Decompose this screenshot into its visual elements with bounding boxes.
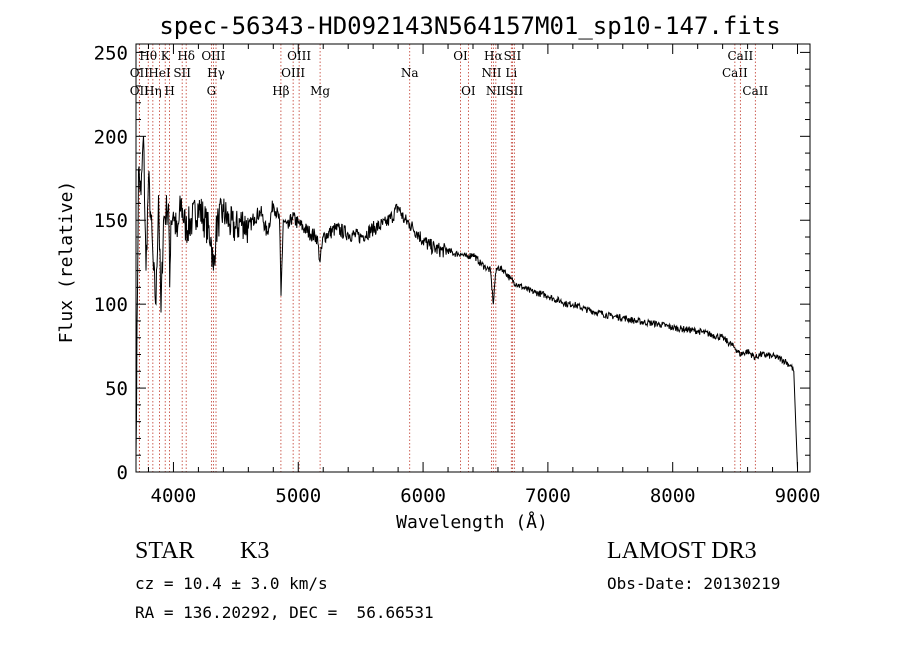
x-tick-label: 8000: [650, 485, 696, 507]
spectral-line-label: H: [164, 84, 174, 98]
obs-date: Obs-Date: 20130219: [607, 574, 781, 593]
spectral-line-label: OII: [130, 84, 150, 98]
spectral-line-label: CaII: [727, 49, 753, 63]
y-tick-label: 200: [94, 126, 128, 148]
spectral-line-label: OIII: [201, 49, 225, 63]
spectral-line-label: CaII: [742, 84, 768, 98]
y-axis-label: Flux (relative): [56, 181, 77, 344]
x-tick-label: 5000: [275, 485, 321, 507]
spectral-line-label: OI: [461, 84, 476, 98]
spectral-line-label: HeI: [148, 66, 171, 80]
axis-ticks: 4000 5000 6000 7000 8000 9000 0 50 100 150 200 250: [94, 42, 821, 507]
y-tick-label: 50: [105, 378, 128, 400]
y-tick-label: 250: [94, 42, 128, 64]
spectral-line-label: OI: [453, 49, 468, 63]
spectral-line-label: SII: [505, 84, 523, 98]
spectral-line-label: NII: [486, 84, 506, 98]
object-class: STAR: [135, 538, 195, 564]
chart-title: spec-56343-HD092143N564157M01_sp10-147.f…: [159, 12, 780, 40]
spectral-line-label: OIII: [281, 66, 305, 80]
spectral-line-label: Hδ: [177, 49, 195, 63]
plot-frame: [135, 43, 811, 473]
x-tick-label: 7000: [525, 485, 571, 507]
spectral-line-label: K: [161, 49, 171, 63]
spectral-line-label: Hη: [144, 84, 162, 98]
redshift-text: cz = 10.4 ± 3.0 km/s: [135, 574, 328, 593]
spectral-line-label: G: [207, 84, 217, 98]
spectral-line-label: NII: [481, 66, 501, 80]
spectral-line-label: Hγ: [207, 66, 225, 80]
spectral-line-label: Hβ: [272, 84, 289, 98]
survey-name: LAMOST DR3: [607, 538, 757, 564]
spectral-line-label: Li: [505, 66, 517, 80]
x-tick-label: 9000: [775, 485, 821, 507]
spectral-line-label: Hθ: [139, 49, 157, 63]
spectral-line-label: OIII: [287, 49, 311, 63]
y-tick-label: 150: [94, 210, 128, 232]
spectral-line-label: SII: [173, 66, 191, 80]
x-tick-label: 6000: [400, 485, 446, 507]
y-tick-label: 0: [117, 462, 128, 484]
spectral-line-label: Mg: [310, 84, 330, 98]
spectral-line-label: Na: [401, 66, 419, 80]
spectral-line-label: Hα: [484, 49, 503, 63]
x-tick-label: 4000: [151, 485, 197, 507]
spectrum-line: [135, 136, 798, 469]
subclass: K3: [240, 538, 270, 564]
spectrum-series: [135, 136, 798, 469]
spectral-line-label: CaII: [722, 66, 748, 80]
y-tick-label: 100: [94, 294, 128, 316]
x-axis-label: Wavelength (Å): [396, 511, 548, 533]
spectral-line-label: SII: [504, 49, 522, 63]
coordinates: RA = 136.20292, DEC = 56.66531: [135, 603, 434, 622]
